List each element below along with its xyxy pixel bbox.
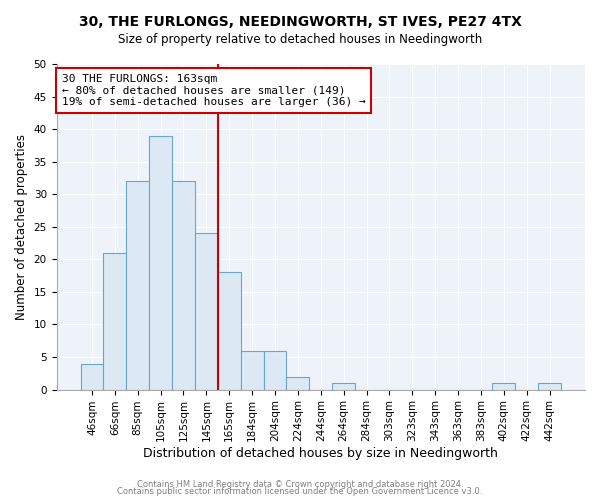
Bar xyxy=(263,350,286,390)
Text: Contains HM Land Registry data © Crown copyright and database right 2024.: Contains HM Land Registry data © Crown c… xyxy=(137,480,463,489)
Bar xyxy=(241,350,263,390)
Bar xyxy=(80,364,103,390)
Y-axis label: Number of detached properties: Number of detached properties xyxy=(15,134,28,320)
Bar xyxy=(149,136,172,390)
Bar xyxy=(332,383,355,390)
Bar xyxy=(493,383,515,390)
Bar xyxy=(538,383,561,390)
Text: 30, THE FURLONGS, NEEDINGWORTH, ST IVES, PE27 4TX: 30, THE FURLONGS, NEEDINGWORTH, ST IVES,… xyxy=(79,15,521,29)
Bar xyxy=(195,234,218,390)
Text: 30 THE FURLONGS: 163sqm
← 80% of detached houses are smaller (149)
19% of semi-d: 30 THE FURLONGS: 163sqm ← 80% of detache… xyxy=(62,74,365,107)
Bar xyxy=(218,272,241,390)
Text: Size of property relative to detached houses in Needingworth: Size of property relative to detached ho… xyxy=(118,32,482,46)
Bar xyxy=(172,181,195,390)
Bar xyxy=(127,181,149,390)
Bar xyxy=(103,253,127,390)
Bar xyxy=(286,376,310,390)
Text: Contains public sector information licensed under the Open Government Licence v3: Contains public sector information licen… xyxy=(118,487,482,496)
X-axis label: Distribution of detached houses by size in Needingworth: Distribution of detached houses by size … xyxy=(143,447,498,460)
